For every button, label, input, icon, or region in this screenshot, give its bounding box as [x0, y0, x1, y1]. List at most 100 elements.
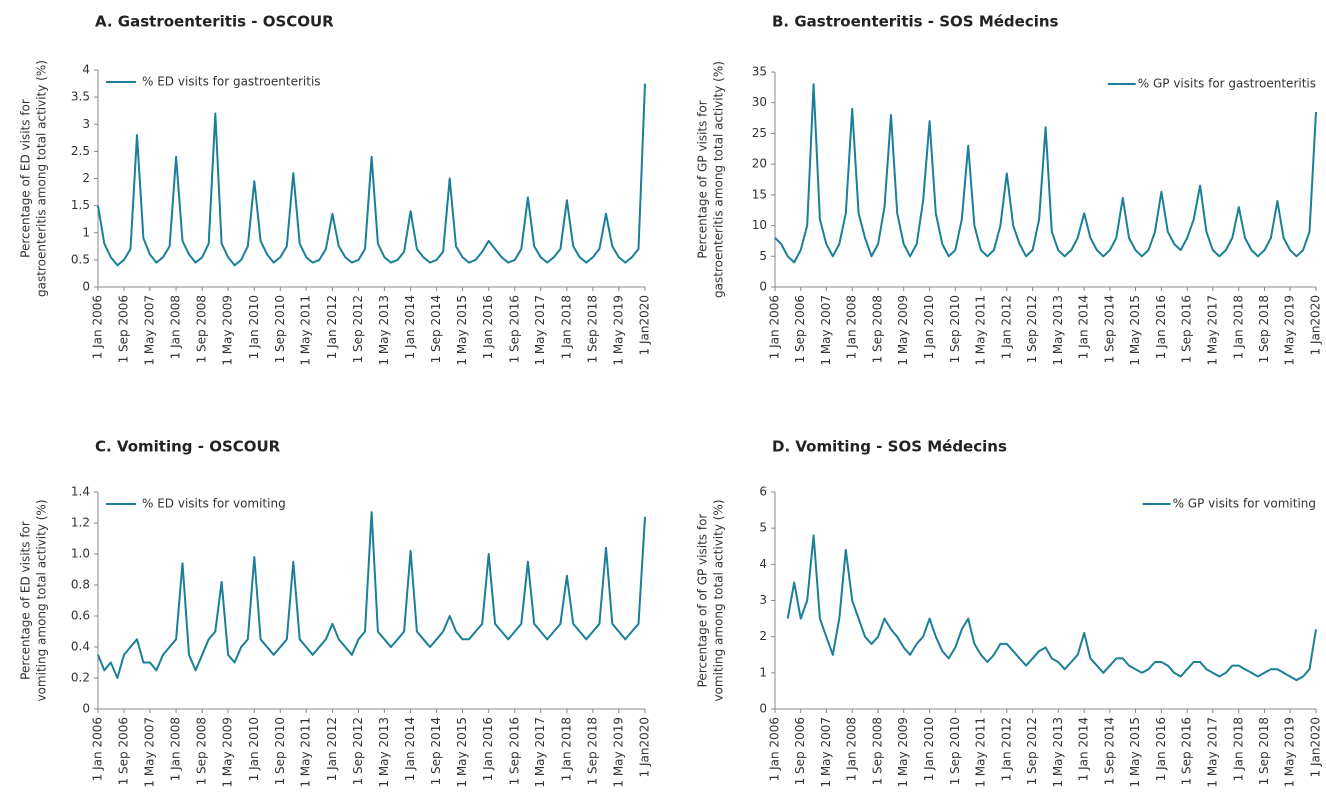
y-tick-label: 1.5 [71, 198, 90, 212]
x-tick-label: 1 May 2013 [1051, 295, 1065, 366]
x-tick-label: 1 Jan 2006 [91, 717, 105, 781]
x-tick-label: 1 Jan 2018 [559, 295, 573, 359]
x-tick-label: 1 May 2011 [973, 717, 987, 788]
y-axis-label: vomiting among total activity (%) [712, 499, 726, 701]
x-tick-label: 1 May 2017 [533, 717, 547, 788]
y-tick-label: 1 [759, 665, 767, 679]
x-tick-label: 1 Jan 2010 [922, 295, 936, 359]
y-tick-label: 1 [82, 225, 90, 239]
data-line [786, 534, 1317, 682]
y-tick-label: 5 [759, 249, 767, 263]
x-tick-label: 1 Jan 2012 [325, 717, 339, 781]
x-tick-label: 1 May 2013 [377, 717, 391, 788]
chart-title: D. Vomiting - SOS Médecins [772, 438, 1007, 456]
x-tick-label: 1 Jan 2012 [325, 295, 339, 359]
x-tick-label: 1 Jan2020 [1309, 295, 1323, 356]
x-tick-label: 1 May 2009 [221, 295, 235, 366]
x-tick-label: 1 May 2017 [1205, 295, 1219, 366]
legend: % ED visits for gastroenteritis [106, 75, 321, 89]
y-axis-label: Percentage of ED visits for [19, 99, 33, 258]
x-tick-label: 1 Jan 2010 [247, 717, 261, 781]
y-tick-label: 0 [82, 702, 90, 716]
x-tick-label: 1 Jan 2008 [845, 295, 859, 359]
x-tick-label: 1 Jan 2006 [768, 295, 782, 359]
x-tick-label: 1 Jan 2008 [169, 295, 183, 359]
x-tick-label: 1 May 2017 [533, 295, 547, 366]
y-tick-label: 0 [82, 280, 90, 294]
y-tick-label: 10 [752, 218, 767, 232]
x-tick-label: 1 Sep 2016 [1180, 717, 1194, 785]
x-tick-label: 1 May 2007 [142, 295, 156, 366]
y-axis-label: Percentage of of GP visits for [696, 514, 710, 688]
x-tick-label: 1 Sep 2010 [948, 295, 962, 363]
x-tick-label: 1 Jan 2008 [845, 717, 859, 781]
x-tick-label: 1 May 2011 [299, 717, 313, 788]
legend-label: % GP visits for gastroenteritis [1138, 77, 1316, 91]
x-tick-label: 1 Jan 2014 [403, 717, 417, 781]
x-tick-label: 1 Sep 2008 [195, 717, 209, 785]
y-tick-label: 0.2 [71, 671, 90, 685]
x-tick-label: 1 Jan 2008 [169, 717, 183, 781]
y-tick-label: 35 [752, 65, 767, 79]
x-tick-label: 1 Jan 2006 [768, 717, 782, 781]
x-tick-label: 1 Jan 2014 [403, 295, 417, 359]
x-tick-label: 1 Jan 2016 [1154, 295, 1168, 359]
x-tick-label: 1 May 2007 [142, 717, 156, 788]
y-tick-label: 2 [759, 629, 767, 643]
x-tick-label: 1 Sep 2012 [351, 717, 365, 785]
y-tick-label: 4 [759, 557, 767, 571]
y-tick-label: 20 [752, 157, 767, 171]
legend-label: % ED visits for gastroenteritis [142, 75, 321, 89]
x-tick-label: 1 Sep 2016 [1180, 295, 1194, 363]
data-line [97, 83, 646, 267]
x-tick-label: 1 Sep 2010 [273, 717, 287, 785]
data-line [774, 83, 1317, 264]
x-tick-label: 1 May 2019 [1283, 295, 1297, 366]
x-tick-label: 1 Sep 2008 [871, 717, 885, 785]
y-tick-label: 15 [752, 187, 767, 201]
x-tick-label: 1 Sep 2006 [116, 717, 130, 785]
x-tick-label: 1 Jan 2012 [999, 295, 1013, 359]
y-tick-label: 30 [752, 95, 767, 109]
x-tick-label: 1 Jan 2010 [922, 717, 936, 781]
x-tick-label: 1 Sep 2010 [948, 717, 962, 785]
x-tick-label: 1 May 2011 [299, 295, 313, 366]
y-tick-label: 0.8 [71, 578, 90, 592]
x-tick-label: 1 Sep 2014 [1102, 717, 1116, 785]
x-tick-label: 1 Sep 2006 [116, 295, 130, 363]
y-tick-label: 1.4 [71, 485, 90, 499]
x-tick-label: 1 May 2015 [455, 295, 469, 366]
x-tick-label: 1 Jan2020 [638, 717, 652, 778]
x-tick-label: 1 May 2013 [377, 295, 391, 366]
x-tick-label: 1 Jan 2012 [999, 717, 1013, 781]
x-tick-label: 1 May 2015 [455, 717, 469, 788]
y-tick-label: 4 [82, 63, 90, 77]
y-tick-label: 1.0 [71, 547, 90, 561]
x-tick-label: 1 Jan 2016 [481, 295, 495, 359]
x-tick-label: 1 Sep 2010 [273, 295, 287, 363]
y-tick-label: 3.5 [71, 90, 90, 104]
x-tick-label: 1 Sep 2018 [585, 717, 599, 785]
x-tick-label: 1 Jan 2014 [1077, 295, 1091, 359]
x-tick-label: 1 May 2009 [221, 717, 235, 788]
x-tick-label: 1 Jan 2018 [1231, 717, 1245, 781]
x-tick-label: 1 Sep 2016 [507, 295, 521, 363]
y-axis-label: Percentage of GP visits for [696, 100, 710, 258]
legend-label: % GP visits for vomiting [1173, 497, 1316, 511]
x-tick-label: 1 May 2015 [1128, 295, 1142, 366]
x-tick-label: 1 Jan 2016 [1154, 717, 1168, 781]
x-tick-label: 1 May 2015 [1128, 717, 1142, 788]
y-tick-label: 25 [752, 126, 767, 140]
chart-title: C. Vomiting - OSCOUR [95, 438, 281, 456]
y-tick-label: 0 [759, 280, 767, 294]
x-tick-label: 1 Jan2020 [1309, 717, 1323, 778]
x-tick-label: 1 May 2017 [1205, 717, 1219, 788]
y-tick-label: 2.5 [71, 144, 90, 158]
y-tick-label: 0.6 [71, 609, 90, 623]
x-tick-label: 1 Jan 2010 [247, 295, 261, 359]
x-tick-label: 1 Sep 2012 [1025, 295, 1039, 363]
y-tick-label: 0.5 [71, 252, 90, 266]
y-axis-label: vomiting among total activity (%) [35, 499, 49, 701]
x-tick-label: 1 Jan 2018 [1231, 295, 1245, 359]
